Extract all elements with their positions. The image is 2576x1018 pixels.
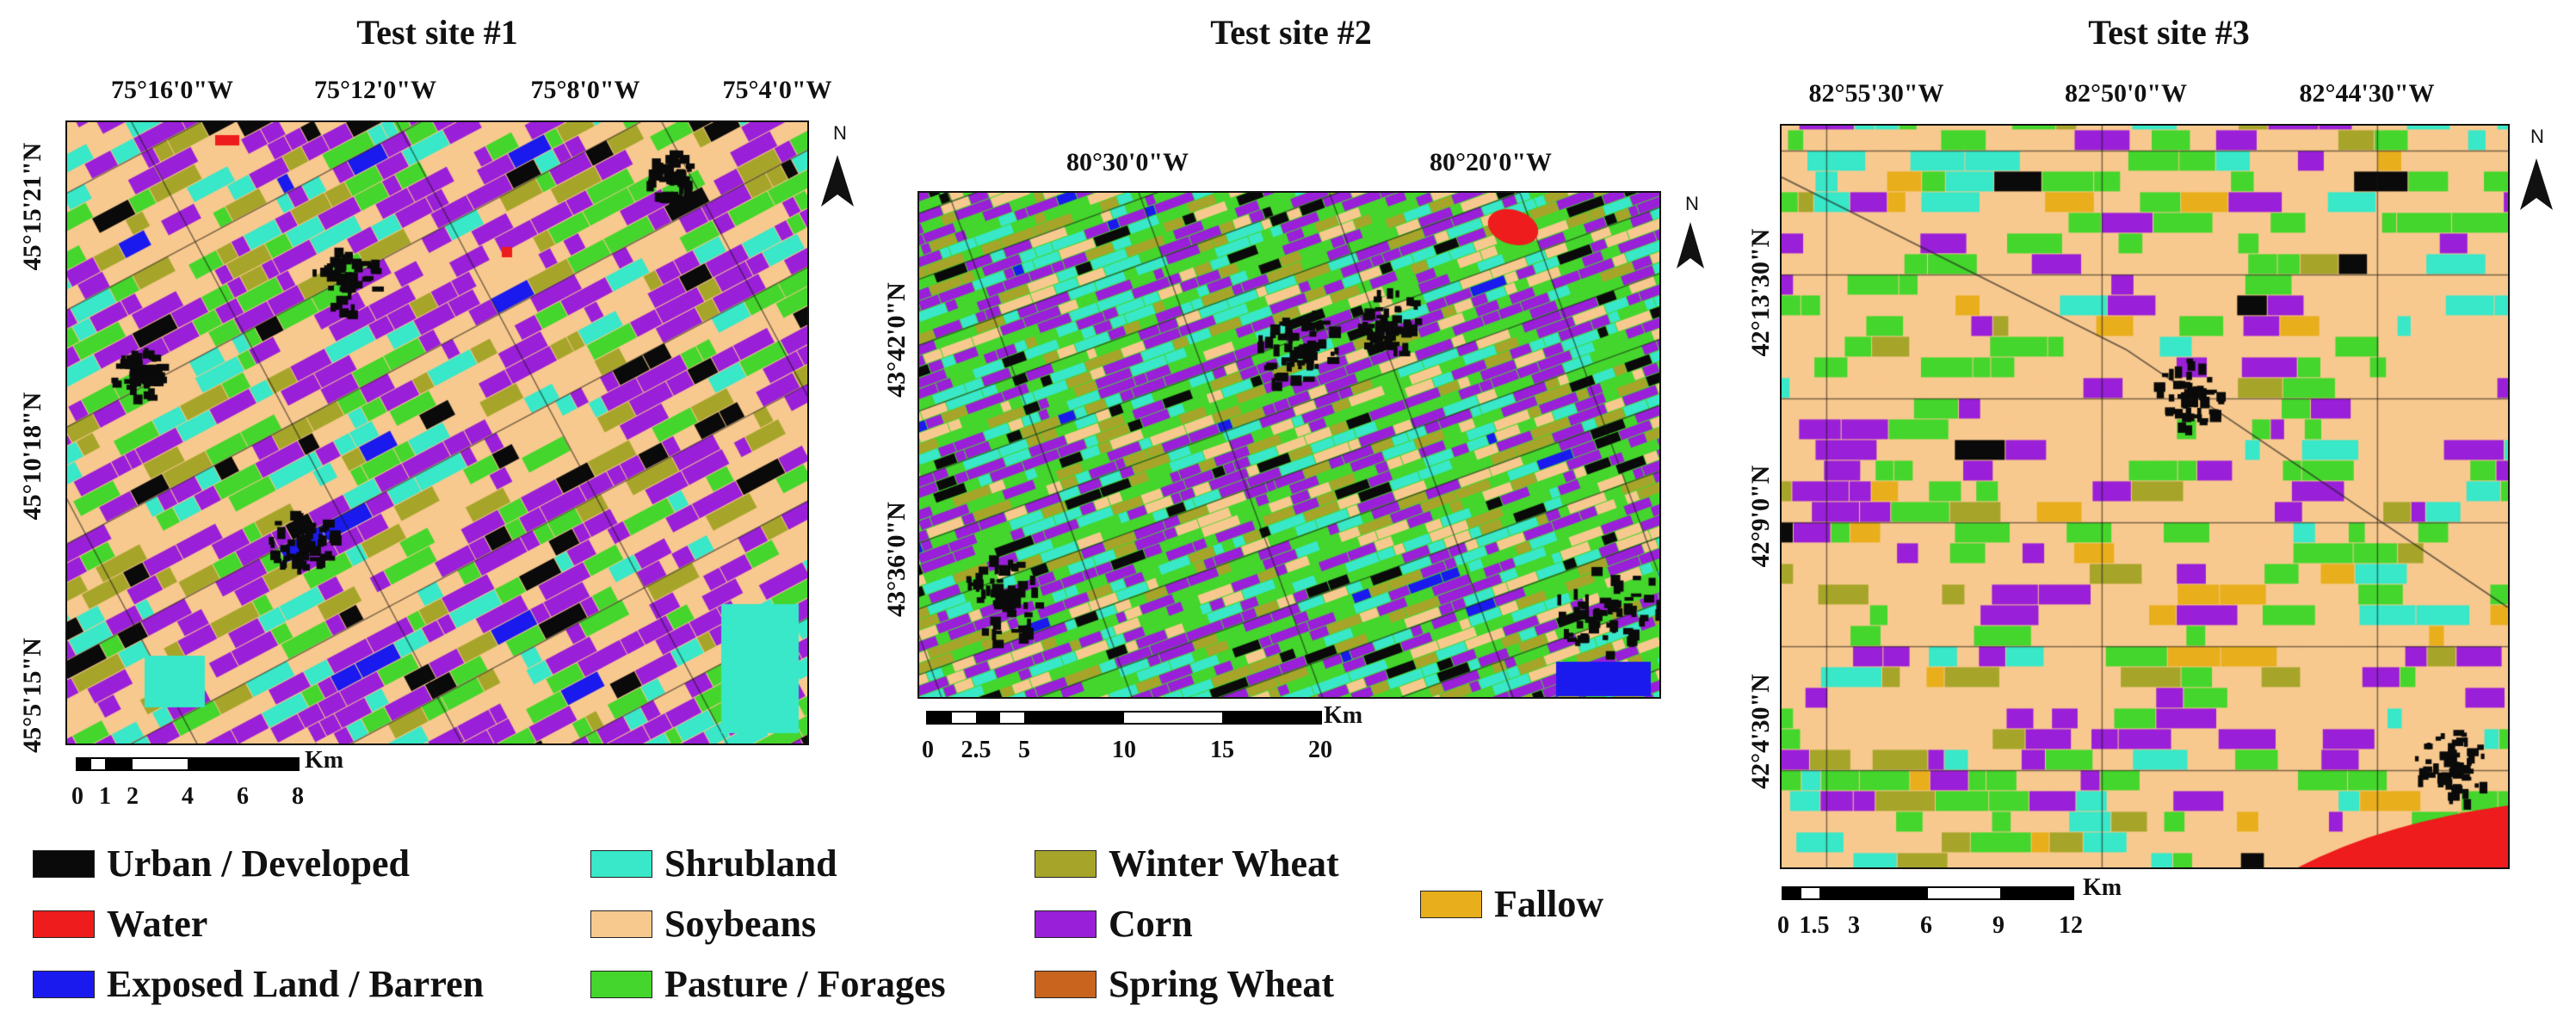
site-3-lat-label: 42°13'30"N [1746,228,1775,357]
legend-swatch [590,849,652,878]
legend-item-water: Water [33,902,207,946]
legend-label: Pasture / Forages [664,963,946,1005]
site-1-scale-unit: Km [305,747,344,774]
site-3-lon-label: 82°55'30"W [1808,79,1944,108]
site-1-title: Test site #1 [356,13,518,52]
legend-item-spring-wheat: Spring Wheat [1035,962,1334,1006]
scale-tick: 2 [127,783,139,810]
scale-tick: 15 [1210,737,1234,763]
legend-swatch [1035,910,1096,938]
site-3-title: Test site #3 [2088,13,2250,52]
legend-swatch [590,970,652,998]
legend-item-barren: Exposed Land / Barren [33,962,484,1006]
scale-tick: 0 [71,783,83,810]
legend-label: Water [107,903,208,945]
scale-tick: 9 [1992,912,2005,939]
svg-text:N: N [833,122,847,144]
svg-text:N: N [1685,193,1699,214]
scale-tick: 12 [2059,912,2083,939]
scale-tick: 2.5 [961,737,991,763]
legend-label: Winter Wheat [1109,842,1339,885]
legend-label: Spring Wheat [1109,963,1335,1005]
site-3-north-arrow-icon: N [2520,126,2553,210]
scale-tick: 0 [922,737,934,763]
legend-swatch [1035,849,1096,878]
site-3-lon-label: 82°44'30"W [2299,79,2435,108]
site-2-scale-unit: Km [1324,702,1363,729]
site-2-north-arrow-icon: N [1677,193,1704,268]
scale-tick: 3 [1848,912,1860,939]
legend-item-pasture: Pasture / Forages [590,962,946,1006]
scale-tick: 4 [182,783,194,810]
legend-swatch [1035,970,1096,998]
legend-swatch [33,910,95,938]
site-1-lat-label: 45°10'18"N [18,392,46,521]
site-2-title: Test site #2 [1210,13,1372,52]
site-1-land-cover-map [65,120,809,745]
site-3-lat-label: 42°9'0"N [1746,465,1775,568]
legend-label: Fallow [1494,883,1604,925]
scale-tick: 10 [1112,737,1136,763]
legend-item-corn: Corn [1035,902,1193,946]
legend-item-winter-wheat: Winter Wheat [1035,842,1339,885]
legend-swatch [590,910,652,938]
site-2-lon-label: 80°30'0"W [1066,148,1189,176]
legend-label: Shrubland [664,842,837,885]
site-3-lon-label: 82°50'0"W [2065,79,2187,108]
scale-tick: 1.5 [1799,912,1830,939]
legend-label: Corn [1109,903,1193,945]
legend-item-fallow: Fallow [1420,882,1603,926]
legend-swatch [33,970,95,998]
site-2-lon-label: 80°20'0"W [1430,148,1552,176]
site-2-lat-label: 43°42'0"N [882,282,911,398]
site-2-land-cover-map [917,191,1661,699]
legend-label: Soybeans [664,903,817,945]
site-1-north-arrow-icon: N [821,122,854,207]
site-1-lat-label: 45°15'21"N [18,142,46,271]
site-1-lon-label: 75°12'0"W [314,76,436,104]
scale-tick: 8 [292,783,304,810]
legend-swatch [33,849,95,878]
legend-label: Exposed Land / Barren [107,963,485,1005]
site-2-lat-label: 43°36'0"N [882,502,911,617]
legend-item-urban: Urban / Developed [33,842,410,885]
scale-tick: 6 [1920,912,1932,939]
legend-item-shrubland: Shrubland [590,842,837,885]
scale-tick: 1 [99,783,111,810]
scale-tick: 5 [1018,737,1030,763]
legend-swatch [1420,890,1482,918]
site-3-scale-unit: Km [2083,874,2122,901]
scale-tick: 0 [1777,912,1789,939]
legend-label: Urban / Developed [107,842,410,885]
svg-text:N: N [2530,126,2544,147]
site-3-lat-label: 42°4'30"N [1746,674,1775,789]
site-1-lon-label: 75°8'0"W [530,76,640,104]
site-1-lat-label: 45°5'15"N [18,638,46,753]
legend-item-soybeans: Soybeans [590,902,816,946]
site-1-lon-label: 75°4'0"W [722,76,832,104]
site-1-lon-label: 75°16'0"W [111,76,233,104]
scale-tick: 6 [237,783,249,810]
site-3-land-cover-map [1780,124,2510,869]
scale-tick: 20 [1308,737,1332,763]
